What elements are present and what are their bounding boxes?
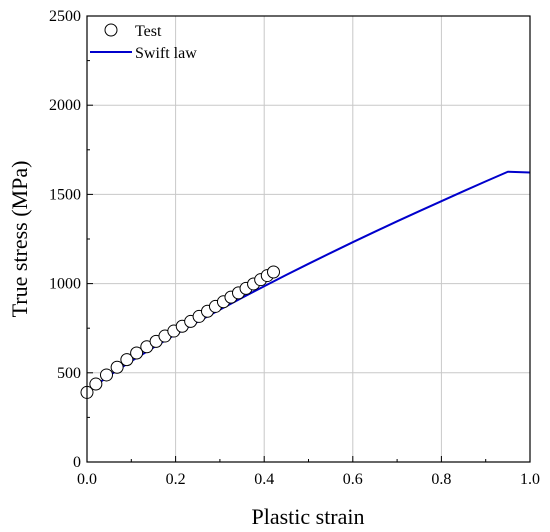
x-tick-label: 0.6 (343, 471, 363, 488)
y-tick-label: 500 (57, 365, 81, 382)
x-tick-label: 0.8 (431, 471, 451, 488)
x-axis-label: Plastic strain (251, 504, 364, 529)
legend-test-marker (104, 23, 118, 37)
x-tick-label: 0.4 (254, 471, 274, 488)
x-tick-label: 1.0 (520, 471, 540, 488)
legend-test-label: Test (135, 23, 162, 40)
test-point (99, 368, 113, 382)
legend-swift-label: Swift law (135, 45, 197, 62)
test-point (267, 265, 281, 279)
y-tick-label: 2000 (49, 97, 81, 114)
test-point (89, 377, 103, 391)
y-tick-labels: 0 500 1000 1500 2000 2500 (49, 8, 81, 471)
y-tick-label: 1500 (49, 186, 81, 203)
y-axis-label: True stress (MPa) (7, 161, 32, 318)
test-point (130, 346, 144, 360)
tick-marks (86, 15, 531, 463)
grid-lines (87, 16, 530, 462)
y-tick-label: 0 (73, 454, 81, 471)
plot-background (87, 16, 530, 462)
legend: Test Swift law (90, 23, 197, 62)
x-tick-label: 0.0 (77, 471, 97, 488)
y-tick-label: 1000 (49, 276, 81, 293)
test-markers-layer (80, 265, 281, 399)
x-tick-label: 0.2 (166, 471, 186, 488)
x-tick-labels: 0.0 0.2 0.4 0.6 0.8 1.0 (77, 471, 540, 488)
test-point (120, 353, 134, 367)
test-point (110, 360, 124, 374)
y-tick-label: 2500 (49, 8, 81, 25)
